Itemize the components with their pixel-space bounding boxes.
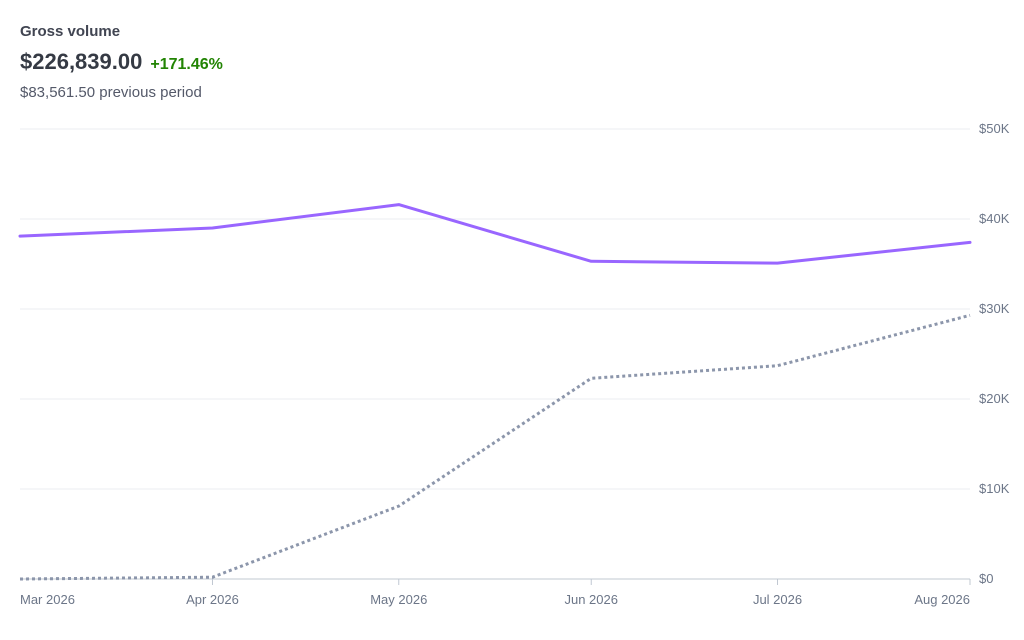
previous-period-amount: $83,561.50 bbox=[20, 84, 96, 101]
percent-change-badge: +171.46% bbox=[150, 56, 223, 73]
x-tick-label: Jul 2026 bbox=[753, 592, 802, 607]
gross-volume-amount: $226,839.00 bbox=[20, 49, 143, 74]
y-tick-label: $0 bbox=[979, 571, 993, 586]
y-axis-labels: $0 $10K $20K $30K $40K $50K bbox=[979, 121, 1010, 586]
x-tick-label: Apr 2026 bbox=[186, 592, 239, 607]
x-tick-label: May 2026 bbox=[370, 592, 427, 607]
y-tick-label: $40K bbox=[979, 211, 1010, 226]
x-tick-label: Aug 2026 bbox=[914, 592, 970, 607]
previous-period-line bbox=[19, 313, 971, 581]
x-axis: Mar 2026 Apr 2026 May 2026 Jun 2026 Jul 2026… bbox=[20, 578, 971, 607]
y-tick-label: $10K bbox=[979, 481, 1010, 496]
current-period-line bbox=[18, 203, 972, 265]
amount-row: $226,839.00 +171.46% bbox=[20, 49, 223, 75]
x-tick-label: Jun 2026 bbox=[564, 592, 618, 607]
y-tick-label: $30K bbox=[979, 301, 1010, 316]
grid-lines bbox=[20, 128, 970, 490]
previous-period-label: previous period bbox=[99, 84, 202, 101]
x-tick-label: Mar 2026 bbox=[20, 592, 75, 607]
card-title: Gross volume bbox=[20, 23, 121, 40]
series-lines bbox=[18, 203, 972, 581]
y-tick-label: $20K bbox=[979, 391, 1010, 406]
previous-period-summary: $83,561.50 previous period bbox=[20, 84, 202, 101]
y-tick-label: $50K bbox=[979, 121, 1010, 136]
